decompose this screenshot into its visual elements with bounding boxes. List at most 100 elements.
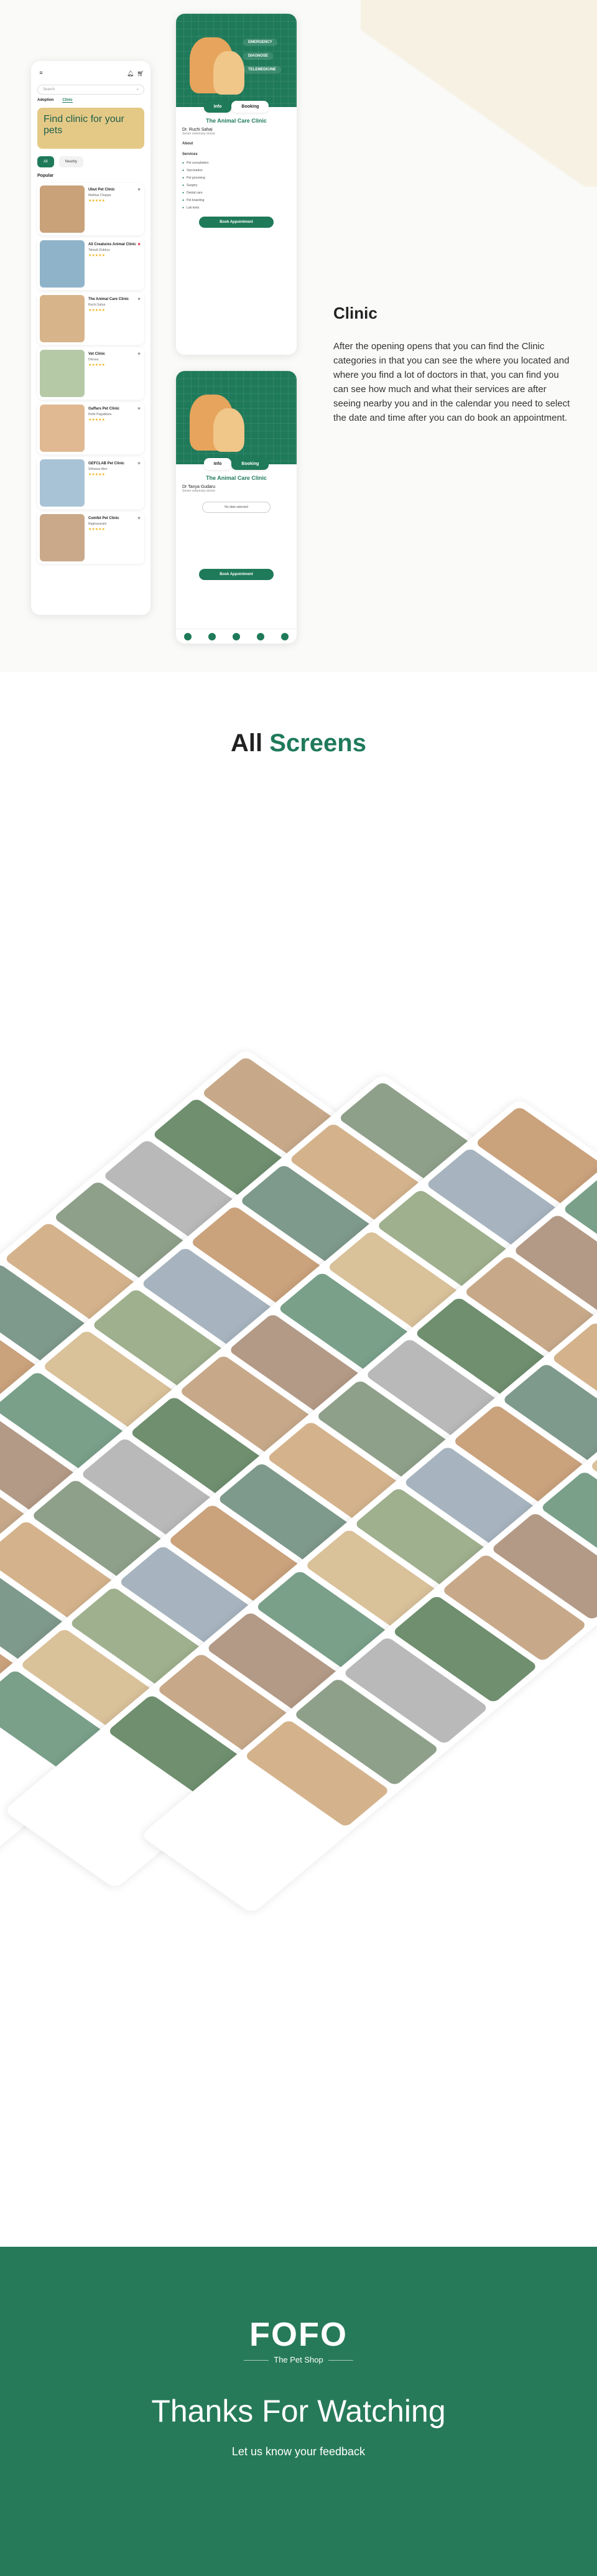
clinic-hero-image: EMERGENCY DIAGNOSE TELEMEDICINE	[176, 14, 297, 107]
chip-nearby[interactable]: Nearby	[58, 156, 84, 167]
message-icon[interactable]	[256, 632, 264, 640]
service-item: Dental care	[176, 189, 297, 197]
clinic-name: Vet Clinic	[88, 352, 106, 356]
clinic-card[interactable]: GEFCLAB Pet Clinic Sithuwar Alen ★★★★★ ♥	[37, 457, 144, 509]
tag-emergency: EMERGENCY	[243, 39, 277, 46]
tab-clinic[interactable]: Clinic	[62, 98, 73, 103]
clinic-photo	[40, 350, 85, 397]
clinic-photo	[40, 240, 85, 288]
clinic-detail-screen: EMERGENCY DIAGNOSE TELEMEDICINE Info Boo…	[176, 14, 297, 355]
clinic-card[interactable]: Vet Clinic Dhruva ★★★★★ ♥	[37, 347, 144, 400]
heading-word-2: Screens	[269, 729, 366, 757]
search-input[interactable]: Search ⌕	[37, 85, 144, 95]
top-bar: ≡ 🔔︎ 🛒︎	[31, 61, 150, 81]
service-item: Pet boarding	[176, 197, 297, 204]
clinic-info: The Animal Care Clinic Ruchi Sahai ★★★★★	[88, 295, 142, 342]
service-item: Vaccination	[176, 167, 297, 174]
add-icon[interactable]	[232, 632, 240, 640]
clinic-rating: ★★★★★	[88, 473, 105, 477]
doctor-role: Senior veterinary doctor	[182, 132, 216, 136]
clinic-card[interactable]: All Creatures Animal Clinic Tahsub Dubhyu…	[37, 238, 144, 290]
profile-icon[interactable]	[280, 632, 289, 640]
clinic-card[interactable]: Comfet Pet Clinic Raghavanshi ★★★★★ ♥	[37, 512, 144, 564]
clinic-info: All Creatures Animal Clinic Tahsub Dubhyu…	[88, 240, 142, 288]
heart-icon[interactable]: ♥	[137, 187, 141, 192]
clinic-info: GEFCLAB Pet Clinic Sithuwar Alen ★★★★★	[88, 459, 142, 507]
clinic-rating: ★★★★★	[88, 418, 105, 422]
all-screens-heading: All Screens	[0, 729, 597, 757]
about-heading: About	[182, 142, 193, 146]
tab-booking[interactable]: Booking	[231, 458, 269, 470]
cart-icon[interactable]: 🛒︎	[137, 70, 144, 77]
heading-word-1: All	[231, 729, 263, 757]
clinic-info: Vet Clinic Dhruva ★★★★★	[88, 350, 142, 397]
heart-icon[interactable]: ♥	[137, 351, 141, 357]
clinic-list-screen: ≡ 🔔︎ 🛒︎ Search ⌕ Adoption Clinic Find cl…	[31, 61, 150, 615]
clinic-rating: ★★★★★	[88, 309, 105, 312]
chat-icon[interactable]	[208, 632, 216, 640]
brand-tagline: The Pet Shop	[0, 2355, 597, 2364]
clinic-list: Ubut Pet Clinic Mathias Chappa ★★★★★ ♥ All C…	[31, 183, 150, 564]
menu-icon[interactable]: ≡	[39, 70, 43, 76]
clinic-title: The Animal Care Clinic	[206, 118, 267, 124]
clinic-photo	[40, 459, 85, 507]
clinic-name: The Animal Care Clinic	[88, 297, 129, 301]
clinic-doctor: Mathias Chappa	[88, 194, 111, 197]
cat-illustration	[213, 51, 244, 95]
date-select[interactable]: No date selected	[202, 502, 271, 513]
clinic-card[interactable]: Ubut Pet Clinic Mathias Chappa ★★★★★ ♥	[37, 183, 144, 235]
doctor-name: Dr. Ruchi Sahai	[182, 128, 213, 132]
services-heading: Services	[182, 152, 198, 156]
tag-diagnose: DIAGNOSE	[243, 52, 274, 60]
thanks-footer: FOFO The Pet Shop Thanks For Watching Le…	[0, 2247, 597, 2576]
section-heading: Clinic	[333, 304, 377, 322]
promo-banner: Find clinic for your pets	[37, 108, 144, 149]
clinic-rating: ★★★★★	[88, 199, 105, 203]
heart-icon[interactable]: ♥	[137, 296, 141, 302]
book-appointment-button[interactable]: Book Appointment	[199, 569, 274, 580]
chip-all[interactable]: All	[37, 156, 54, 167]
clinic-name: GEFCLAB Pet Clinic	[88, 462, 125, 466]
tab-adoption[interactable]: Adoption	[37, 98, 54, 102]
clinic-hero-image	[176, 371, 297, 464]
clinic-doctor: Dhruva	[88, 358, 99, 362]
tab-info[interactable]: Info	[203, 458, 232, 470]
home-icon[interactable]	[184, 632, 192, 640]
clinic-info: Comfet Pet Clinic Raghavanshi ★★★★★	[88, 514, 142, 561]
heart-icon[interactable]: ♥	[137, 406, 141, 411]
clinic-photo	[40, 514, 85, 561]
clinic-rating: ★★★★★	[88, 528, 105, 532]
thanks-title: Thanks For Watching	[151, 2394, 446, 2428]
clinic-info: Gaffars Pet Clinic Rohit Pagadkara ★★★★★	[88, 405, 142, 452]
clinic-name: Ubut Pet Clinic	[88, 188, 115, 192]
heart-icon[interactable]: ♥	[137, 461, 141, 466]
clinic-showcase: ≡ 🔔︎ 🛒︎ Search ⌕ Adoption Clinic Find cl…	[0, 0, 597, 672]
tab-info[interactable]: Info	[203, 101, 232, 113]
thanks-subtitle: Let us know your feedback	[231, 2445, 366, 2458]
clinic-name: Comfet Pet Clinic	[88, 517, 119, 520]
service-item: Pet consultation	[176, 159, 297, 167]
tag-telemedicine: TELEMEDICINE	[243, 66, 281, 73]
heart-icon[interactable]: ♥	[137, 241, 141, 247]
clinic-doctor: Ruchi Sahai	[88, 303, 105, 307]
services-section: Services	[182, 152, 290, 157]
clinic-name: All Creatures Animal Clinic	[88, 243, 136, 246]
clinic-card[interactable]: The Animal Care Clinic Ruchi Sahai ★★★★★ ♥	[37, 293, 144, 345]
clinic-doctor: Rohit Pagadkara	[88, 413, 112, 416]
search-icon: ⌕	[136, 88, 139, 91]
section-description: After the opening opens that you can fin…	[333, 341, 570, 423]
clinic-doctor: Tahsub Dubhyu	[88, 248, 110, 252]
clinic-card[interactable]: Gaffars Pet Clinic Rohit Pagadkara ★★★★★ ♥	[37, 402, 144, 454]
clinic-photo	[40, 405, 85, 452]
doctor-role: Senior veterinary doctor	[182, 489, 216, 493]
clinic-info: Ubut Pet Clinic Mathias Chappa ★★★★★	[88, 185, 142, 233]
heart-icon[interactable]: ♥	[137, 515, 141, 521]
cat-illustration	[213, 408, 244, 452]
clinic-doctor: Sithuwar Alen	[88, 467, 108, 471]
tab-booking[interactable]: Booking	[231, 101, 269, 113]
info-booking-toggle: Info Booking	[176, 101, 297, 113]
clinic-booking-screen: Info Booking The Animal Care Clinic Dr T…	[176, 371, 297, 644]
book-appointment-button[interactable]: Book Appointment	[199, 217, 274, 228]
filter-chips: All Nearby	[31, 154, 150, 170]
bell-icon[interactable]: 🔔︎	[126, 70, 134, 77]
